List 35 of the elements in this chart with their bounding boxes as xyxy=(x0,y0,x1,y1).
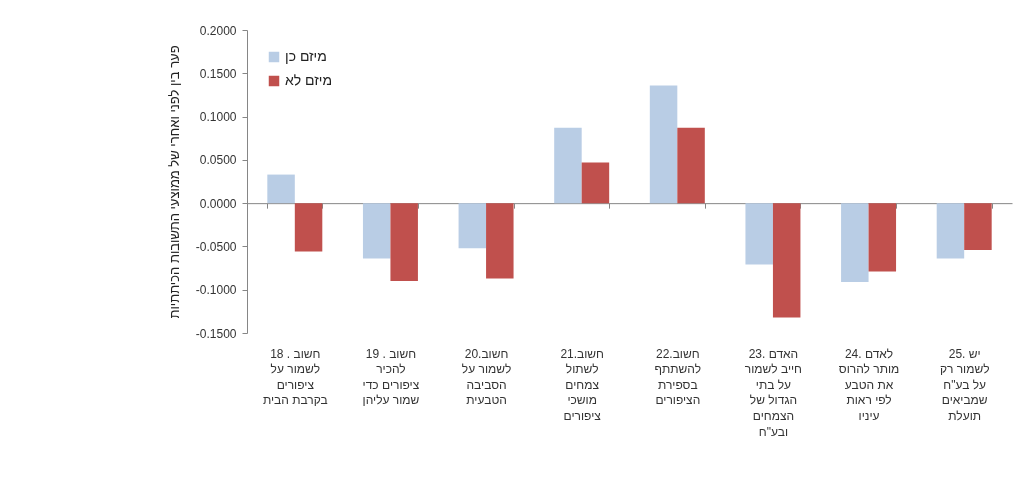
bar xyxy=(390,203,418,282)
bar xyxy=(294,203,323,252)
x-tick-label: 19 . חשוב להכיר ציפורים כדי שמור עליהן xyxy=(362,346,420,408)
bar xyxy=(841,203,869,282)
y-tick-label: -0.1500 xyxy=(195,326,237,341)
x-tick-label: 24. לאדם מותר להרוס את הטבע לפי ראות עיניו xyxy=(838,346,900,423)
bar xyxy=(677,127,705,204)
bar xyxy=(554,127,582,204)
y-tick-label: 0.1000 xyxy=(199,110,237,125)
x-tick-label: 21.חשוב לשתול צמחים מושכי ציפורים xyxy=(560,346,605,423)
bar xyxy=(267,174,295,204)
bar xyxy=(458,203,487,249)
x-tick-label: 25. יש לשמור רק על בע"ח שמביאים תועלת xyxy=(939,346,990,423)
bar xyxy=(745,203,773,265)
x-tick-label: 18 . חשוב לשמור על ציפורים בקרבת הבית xyxy=(262,346,328,408)
bar xyxy=(581,162,610,204)
x-tick-label: 23. האדם חייב לשמור על בתי הגדול של הצמחים ובע"ח xyxy=(744,346,803,439)
x-tick-label: 20.חשוב לשמור על הסביבה הטבעית xyxy=(461,346,512,408)
bar xyxy=(936,203,965,259)
legend-label: מיזם לא xyxy=(285,72,333,88)
legend-label: מיזם כן xyxy=(285,48,327,64)
y-axis-title: פער בין לפני ואחרי של ממוצעי התשובות הכיתתיות xyxy=(166,45,182,319)
bar xyxy=(362,203,391,259)
y-tick-label: -0.0500 xyxy=(195,239,237,254)
y-tick-label: 0.1500 xyxy=(199,66,237,81)
y-tick-label: 0.2000 xyxy=(199,23,237,38)
y-tick-label: 0.0000 xyxy=(199,196,237,211)
bar xyxy=(649,85,678,204)
bar xyxy=(964,203,992,250)
y-tick-label: 0.0500 xyxy=(199,153,237,168)
y-tick-label: -0.1000 xyxy=(195,283,237,298)
bar xyxy=(486,203,514,279)
bar xyxy=(772,203,801,318)
x-tick-label: 22.חשוב להשתתף בספירת הציפורים xyxy=(654,346,702,408)
bar xyxy=(868,203,897,272)
